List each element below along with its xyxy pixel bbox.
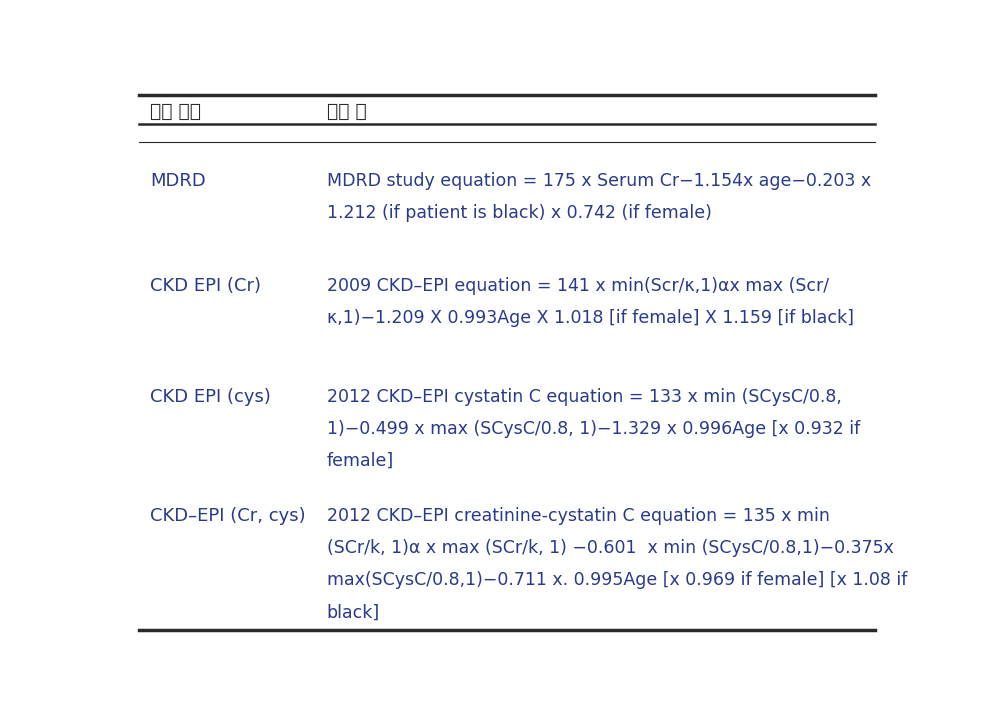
Text: 2012 CKD–EPI cystatin C equation = 133 x min (SCysC/0.8,: 2012 CKD–EPI cystatin C equation = 133 x… <box>326 388 842 406</box>
Text: 1.212 (if patient is black) x 0.742 (if female): 1.212 (if patient is black) x 0.742 (if … <box>326 204 712 222</box>
Text: MDRD: MDRD <box>150 172 206 190</box>
Text: max(SCysC/0.8,1)−0.711 x. 0.995Age [x 0.969 if female] [x 1.08 if: max(SCysC/0.8,1)−0.711 x. 0.995Age [x 0.… <box>326 572 907 590</box>
Text: female]: female] <box>326 452 394 470</box>
Text: 1)−0.499 x max (SCysC/0.8, 1)−1.329 x 0.996Age [x 0.932 if: 1)−0.499 x max (SCysC/0.8, 1)−1.329 x 0.… <box>326 420 860 438</box>
Text: (SCr/k, 1)α x max (SCr/k, 1) −0.601  x min (SCysC/0.8,1)−0.375x: (SCr/k, 1)α x max (SCr/k, 1) −0.601 x mi… <box>326 539 894 557</box>
Text: CKD–EPI (Cr, cys): CKD–EPI (Cr, cys) <box>150 507 306 525</box>
Text: 공식 이름: 공식 이름 <box>150 101 202 121</box>
Text: CKD EPI (Cr): CKD EPI (Cr) <box>150 278 261 296</box>
Text: 계산 식: 계산 식 <box>326 101 367 121</box>
Text: κ,1)−1.209 X 0.993Age X 1.018 [if female] X 1.159 [if black]: κ,1)−1.209 X 0.993Age X 1.018 [if female… <box>326 309 854 327</box>
Text: CKD EPI (cys): CKD EPI (cys) <box>150 388 271 406</box>
Text: MDRD study equation = 175 x Serum Cr−1.154x age−0.203 x: MDRD study equation = 175 x Serum Cr−1.1… <box>326 172 871 190</box>
Text: 2012 CKD–EPI creatinine-cystatin C equation = 135 x min: 2012 CKD–EPI creatinine-cystatin C equat… <box>326 507 830 525</box>
Text: 2009 CKD–EPI equation = 141 x min(Scr/κ,1)αx max (Scr/: 2009 CKD–EPI equation = 141 x min(Scr/κ,… <box>326 278 829 296</box>
Text: black]: black] <box>326 603 380 621</box>
